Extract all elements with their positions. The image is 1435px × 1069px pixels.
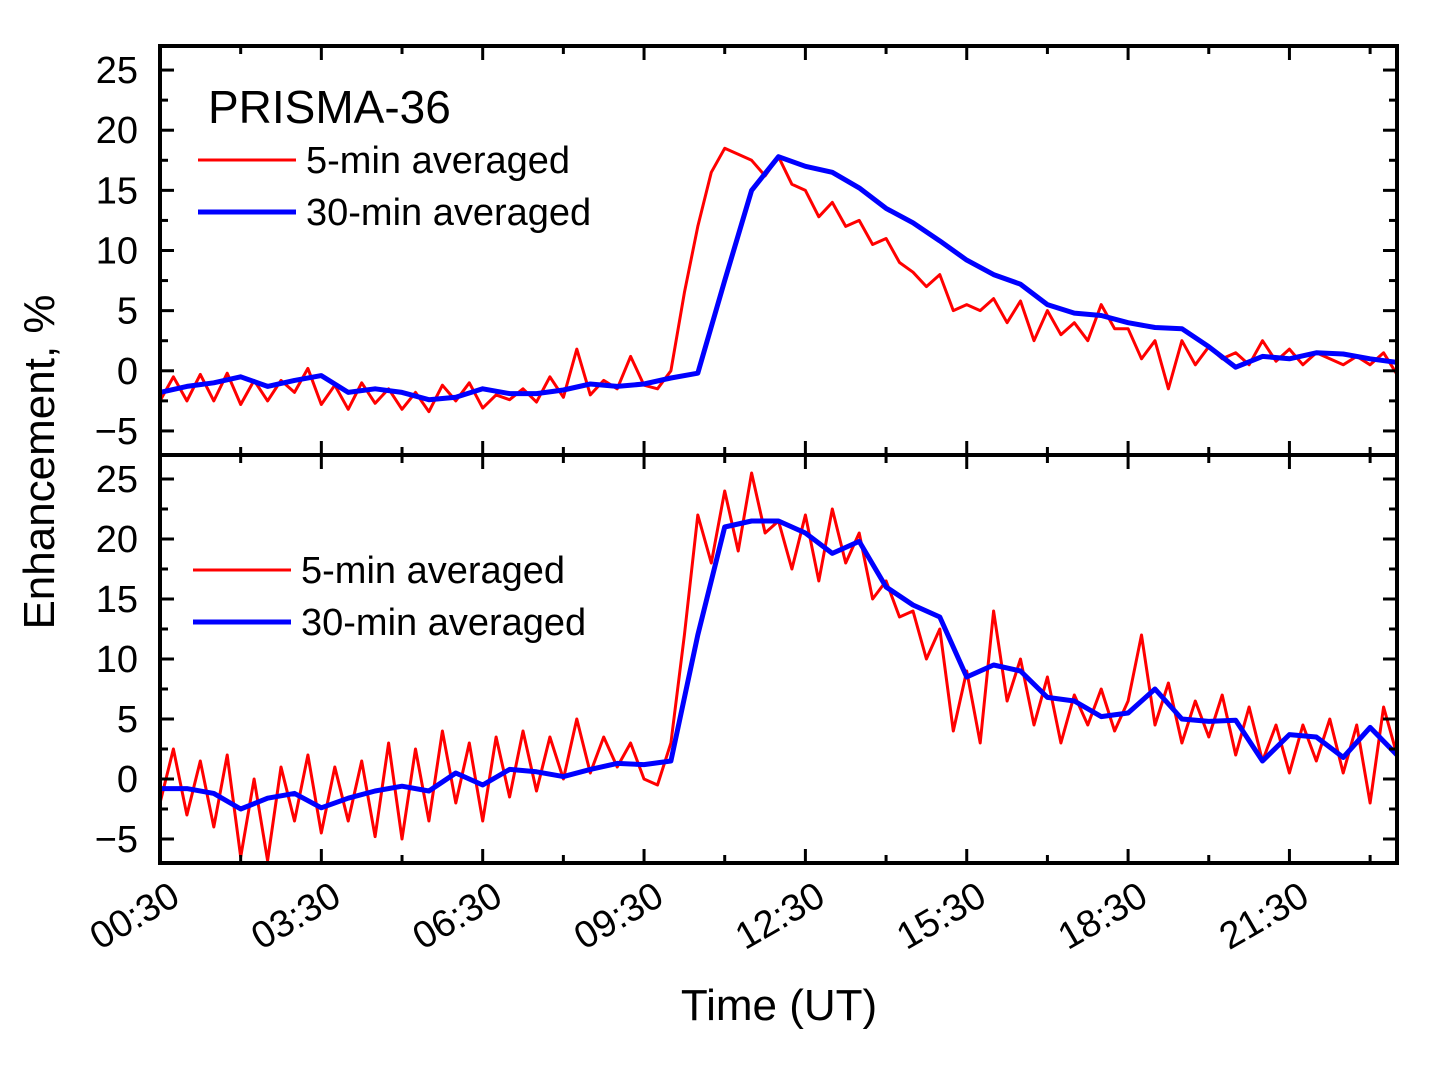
plots-layer — [160, 146, 1397, 863]
y-axis-label: Enhancement, % — [15, 294, 64, 629]
y-tick-label-top: 20 — [96, 110, 138, 152]
legend-label-top-30min: 30-min averaged — [306, 192, 591, 234]
y-tick-label-top: −5 — [95, 411, 138, 453]
series-group-top — [160, 146, 1397, 414]
labels-layer: −5 0 5 10 15 20 25 −5 0 5 10 15 20 25 00:30 03:30 06:30 0… — [83, 50, 1316, 958]
series-group-bottom — [160, 471, 1397, 863]
y-tick-label-bottom: 20 — [96, 519, 138, 561]
x-tick-label: 00:30 — [83, 874, 186, 958]
ticks-layer — [158, 46, 1397, 863]
panel-title: PRISMA-36 — [208, 81, 451, 133]
x-axis-label: Time (UT) — [681, 981, 877, 1030]
x-tick-label: 06:30 — [406, 874, 509, 958]
x-tick-label: 18:30 — [1051, 874, 1154, 958]
y-tick-label-bottom: 5 — [117, 699, 138, 741]
legend-layer: PRISMA-36 5-min averaged 30-min averaged 5-… — [193, 81, 591, 644]
legend-label-top-5min: 5-min averaged — [306, 140, 570, 182]
y-tick-label-bottom: 15 — [96, 579, 138, 621]
x-tick-label: 12:30 — [729, 874, 832, 958]
y-tick-label-bottom: 25 — [96, 459, 138, 501]
y-tick-label-bottom: 0 — [117, 759, 138, 801]
x-tick-label: 09:30 — [567, 874, 670, 958]
y-tick-label-bottom: −5 — [95, 819, 138, 861]
y-tick-label-top: 0 — [117, 351, 138, 393]
series-line-top-5min — [160, 146, 1397, 414]
y-tick-label-top: 15 — [96, 170, 138, 212]
series-line-bottom-30min — [160, 518, 1397, 812]
series-line-top-30min — [160, 154, 1397, 403]
series-line-bottom-5min — [160, 471, 1397, 863]
x-tick-label: 03:30 — [244, 874, 347, 958]
y-tick-label-bottom: 10 — [96, 639, 138, 681]
legend-label-bottom-30min: 30-min averaged — [301, 602, 586, 644]
x-tick-label: 15:30 — [890, 874, 993, 958]
y-tick-label-top: 10 — [96, 231, 138, 273]
legend-label-bottom-5min: 5-min averaged — [301, 550, 565, 592]
x-tick-label: 21:30 — [1213, 874, 1316, 958]
y-tick-label-top: 25 — [96, 50, 138, 92]
y-tick-label-top: 5 — [117, 291, 138, 333]
